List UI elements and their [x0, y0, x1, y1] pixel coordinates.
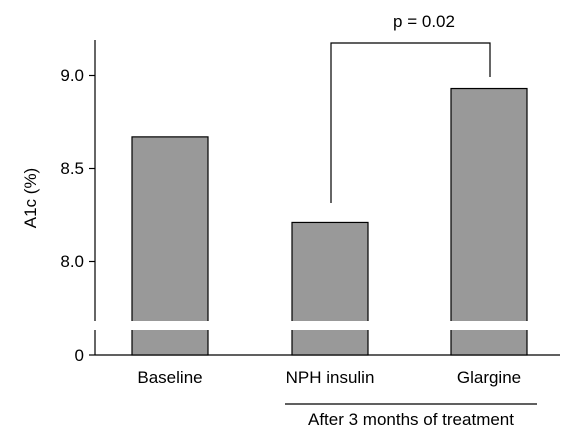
bar-break-glargine — [450, 321, 528, 330]
significance-label: p = 0.02 — [393, 12, 455, 31]
bar-break-nph-insulin — [291, 321, 369, 330]
bar-glargine — [450, 87, 528, 356]
y-axis-break — [89, 321, 101, 330]
y-tick-label-8-5: 8.5 — [60, 159, 84, 178]
bar-nph-insulin — [291, 221, 369, 356]
bars-group — [131, 87, 528, 356]
y-axis-label: A1c (%) — [21, 168, 40, 228]
group-label: After 3 months of treatment — [308, 410, 514, 428]
y-tick-label-9-0: 9.0 — [60, 66, 84, 85]
bar-baseline — [131, 136, 209, 356]
bar-break-baseline — [131, 321, 209, 330]
y-tick-label-8-0: 8.0 — [60, 252, 84, 271]
y-tick-label-0: 0 — [75, 346, 84, 365]
category-label-baseline: Baseline — [137, 368, 202, 387]
category-label-glargine: Glargine — [457, 368, 521, 387]
significance-bracket — [330, 42, 491, 203]
category-label-nph-insulin: NPH insulin — [286, 368, 375, 387]
